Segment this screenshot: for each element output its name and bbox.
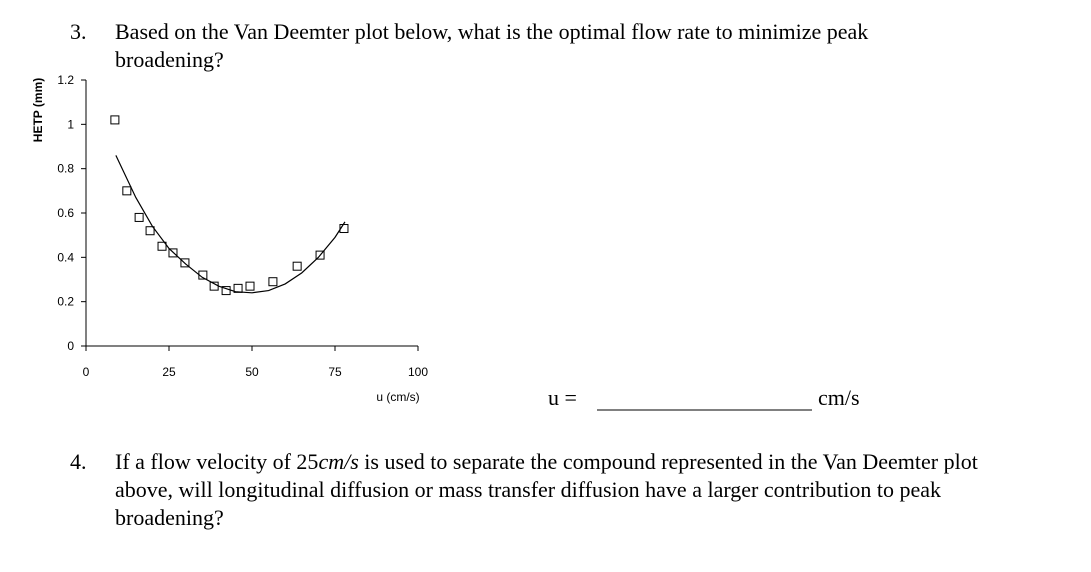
x-tick-label: 75	[328, 365, 342, 379]
question-text: broadening?	[115, 47, 224, 72]
y-tick-label: 1	[67, 117, 74, 131]
y-tick-label: 0	[67, 339, 74, 353]
data-point	[110, 115, 120, 125]
text-run: cm/s	[318, 449, 358, 474]
question-text: If a flow velocity of 25cm/s is used to …	[115, 449, 978, 474]
question-number: 4.	[70, 449, 87, 474]
data-point	[134, 212, 144, 222]
trend-line	[115, 155, 346, 294]
y-tick-label: 0.4	[57, 250, 74, 264]
y-tick-label: 1.2	[57, 73, 74, 87]
data-point	[157, 241, 167, 251]
x-tick-label: 50	[245, 365, 259, 379]
question-text: above, will longitudinal diffusion or ma…	[115, 477, 941, 502]
data-point	[145, 226, 155, 236]
x-tick-label: 100	[408, 365, 428, 379]
text-run: If a flow velocity of 25	[115, 449, 318, 474]
data-point	[268, 277, 278, 287]
x-tick-label: 0	[83, 365, 90, 379]
data-point	[292, 261, 302, 271]
question-number: 3.	[70, 19, 87, 44]
answer-unit: cm/s	[818, 385, 860, 410]
y-tick-label: 0.8	[57, 162, 74, 176]
question-text: Based on the Van Deemter plot below, wha…	[115, 19, 868, 44]
data-point	[221, 286, 231, 296]
data-point	[122, 186, 132, 196]
y-tick-label: 0.6	[57, 206, 74, 220]
y-tick-label: 0.2	[57, 295, 74, 309]
x-tick-label: 25	[162, 365, 176, 379]
x-axis-label: u (cm/s)	[376, 390, 419, 404]
question-text: broadening?	[115, 505, 224, 530]
answer-label: u =	[548, 385, 577, 410]
data-point	[245, 281, 255, 291]
text-run: is used to separate the compound represe…	[359, 449, 978, 474]
y-axis-label: HETP (mm)	[31, 78, 45, 142]
